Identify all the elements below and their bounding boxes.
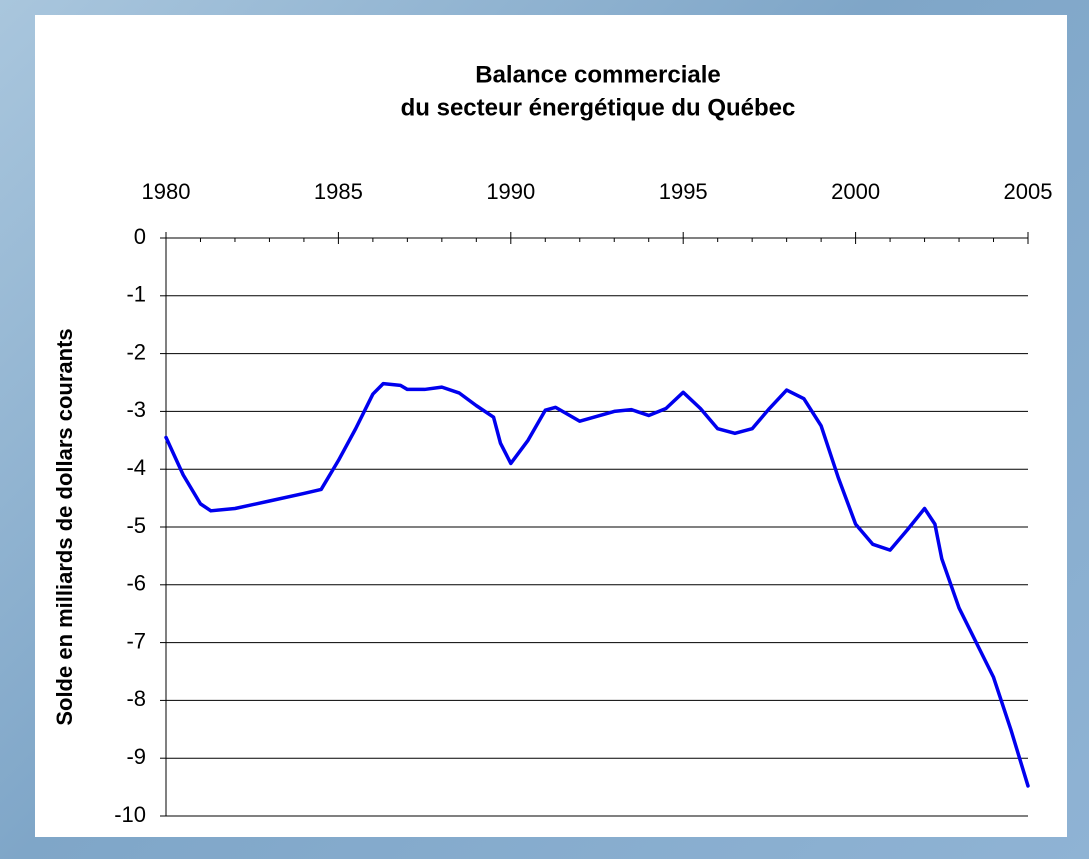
chart-subtitle: du secteur énergétique du Québec (401, 94, 796, 121)
y-tick-label: 0 (134, 224, 146, 249)
y-tick-label: -1 (126, 282, 146, 307)
y-tick-label: -8 (126, 686, 146, 711)
x-tick-label: 1990 (486, 179, 535, 204)
x-tick-label: 2005 (1004, 179, 1053, 204)
x-tick-label: 1980 (142, 179, 191, 204)
x-tick-label: 2000 (831, 179, 880, 204)
y-tick-label: -9 (126, 744, 146, 769)
y-tick-label: -2 (126, 339, 146, 364)
y-tick-label: -6 (126, 571, 146, 596)
x-tick-label: 1995 (659, 179, 708, 204)
chart-title: Balance commerciale (475, 61, 720, 88)
y-tick-label: -3 (126, 397, 146, 422)
y-tick-label: -10 (114, 802, 146, 827)
y-tick-label: -4 (126, 455, 146, 480)
x-tick-label: 1985 (314, 179, 363, 204)
y-tick-label: -5 (126, 513, 146, 538)
y-axis-label: Solde en milliards de dollars courants (52, 328, 77, 725)
chart: Balance commerciale du secteur énergétiq… (0, 0, 1089, 859)
y-tick-label: -7 (126, 628, 146, 653)
chart-panel (35, 15, 1067, 837)
page: {"chart_data": {"type": "line", "title":… (0, 0, 1089, 859)
